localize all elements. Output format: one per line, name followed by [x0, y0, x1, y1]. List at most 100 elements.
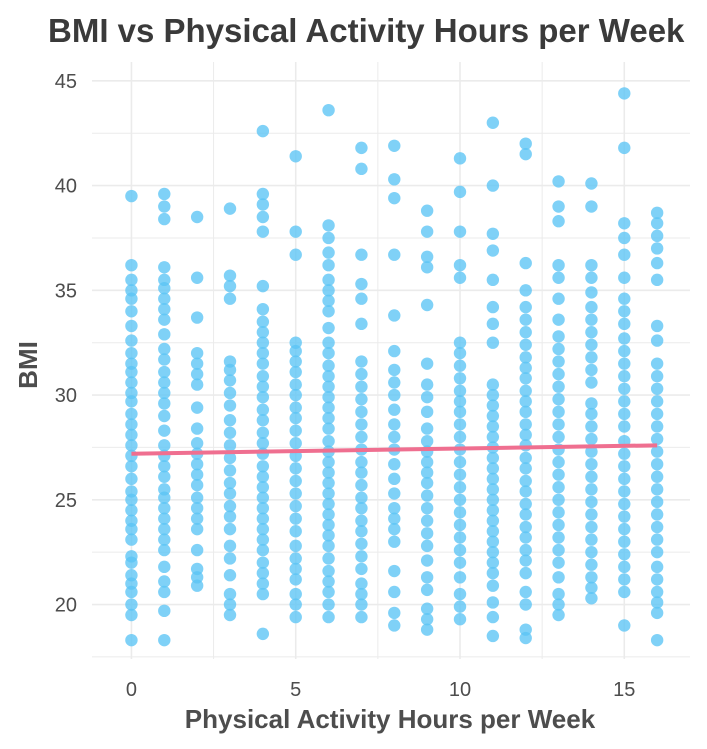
data-point [585, 363, 598, 377]
data-point [322, 246, 335, 259]
data-point [388, 501, 401, 515]
data-point [322, 466, 335, 479]
data-point [190, 401, 204, 414]
data-point [256, 326, 270, 339]
data-point [289, 539, 302, 553]
data-point [256, 470, 270, 483]
data-point [256, 627, 270, 641]
data-point [190, 378, 204, 391]
data-point [190, 491, 204, 504]
data-point [618, 619, 631, 632]
data-point [650, 395, 664, 408]
data-point [355, 598, 368, 611]
data-point [453, 556, 467, 569]
data-point [322, 336, 335, 349]
data-point [552, 418, 565, 431]
data-point [486, 420, 500, 433]
data-point [453, 455, 467, 469]
data-point [223, 426, 237, 439]
data-point [190, 512, 204, 525]
data-point [453, 468, 467, 481]
data-point [158, 409, 171, 423]
data-point [650, 370, 664, 383]
data-point [388, 430, 401, 444]
data-point [585, 313, 598, 326]
data-point [585, 457, 598, 471]
data-point [322, 346, 335, 360]
data-point [256, 187, 270, 201]
data-point [158, 302, 171, 316]
data-point [256, 577, 270, 590]
data-point [388, 248, 401, 261]
data-point [158, 328, 171, 341]
data-point [256, 512, 270, 525]
data-point [650, 545, 664, 559]
data-point [519, 372, 532, 385]
data-point [256, 403, 270, 416]
data-point [486, 493, 500, 506]
data-point [125, 334, 138, 347]
data-point [256, 522, 270, 536]
data-point [158, 212, 171, 226]
data-point [158, 273, 171, 287]
data-point [289, 562, 302, 576]
data-point [453, 600, 467, 613]
data-point [585, 545, 598, 559]
y-tick-label: 30 [55, 385, 77, 407]
data-point [289, 378, 302, 391]
data-point [289, 573, 302, 586]
data-point [322, 539, 335, 553]
data-point [420, 261, 434, 274]
data-point [125, 633, 138, 647]
data-point [453, 152, 467, 165]
data-point [519, 497, 532, 511]
data-points [125, 87, 664, 647]
y-tick-labels: 20 25 30 35 40 45 [55, 71, 77, 617]
data-point [552, 405, 565, 419]
data-point [388, 535, 401, 548]
data-point [158, 543, 171, 557]
data-point [519, 485, 532, 498]
data-point [585, 520, 598, 534]
data-point [355, 455, 368, 469]
data-point [256, 346, 270, 360]
data-point [486, 566, 500, 580]
data-point [322, 455, 335, 469]
data-point [322, 273, 335, 287]
data-point [190, 311, 204, 324]
data-point [256, 380, 270, 393]
data-point [618, 573, 631, 586]
data-point [618, 460, 631, 473]
data-point [650, 596, 664, 609]
data-point [256, 556, 270, 569]
data-point [125, 460, 138, 473]
data-point [552, 313, 565, 326]
data-point [322, 529, 335, 542]
data-point [420, 405, 434, 419]
data-point [519, 256, 532, 270]
data-point [125, 189, 138, 203]
data-point [388, 606, 401, 620]
data-point [322, 103, 335, 117]
data-point [486, 336, 500, 349]
data-point [355, 537, 368, 550]
data-point [585, 432, 598, 446]
data-point [190, 501, 204, 515]
data-point [223, 598, 237, 611]
data-point [223, 569, 237, 582]
data-point [453, 481, 467, 494]
data-point [552, 571, 565, 584]
data-point [453, 571, 467, 584]
data-point [650, 585, 664, 599]
data-point [158, 187, 171, 201]
data-point [158, 501, 171, 515]
data-point [289, 355, 302, 368]
data-point [552, 393, 565, 406]
data-point [256, 533, 270, 546]
data-point [585, 286, 598, 299]
data-point [322, 380, 335, 393]
data-point [650, 606, 664, 620]
data-point [190, 437, 204, 450]
data-point [552, 455, 565, 469]
data-point [453, 185, 467, 199]
